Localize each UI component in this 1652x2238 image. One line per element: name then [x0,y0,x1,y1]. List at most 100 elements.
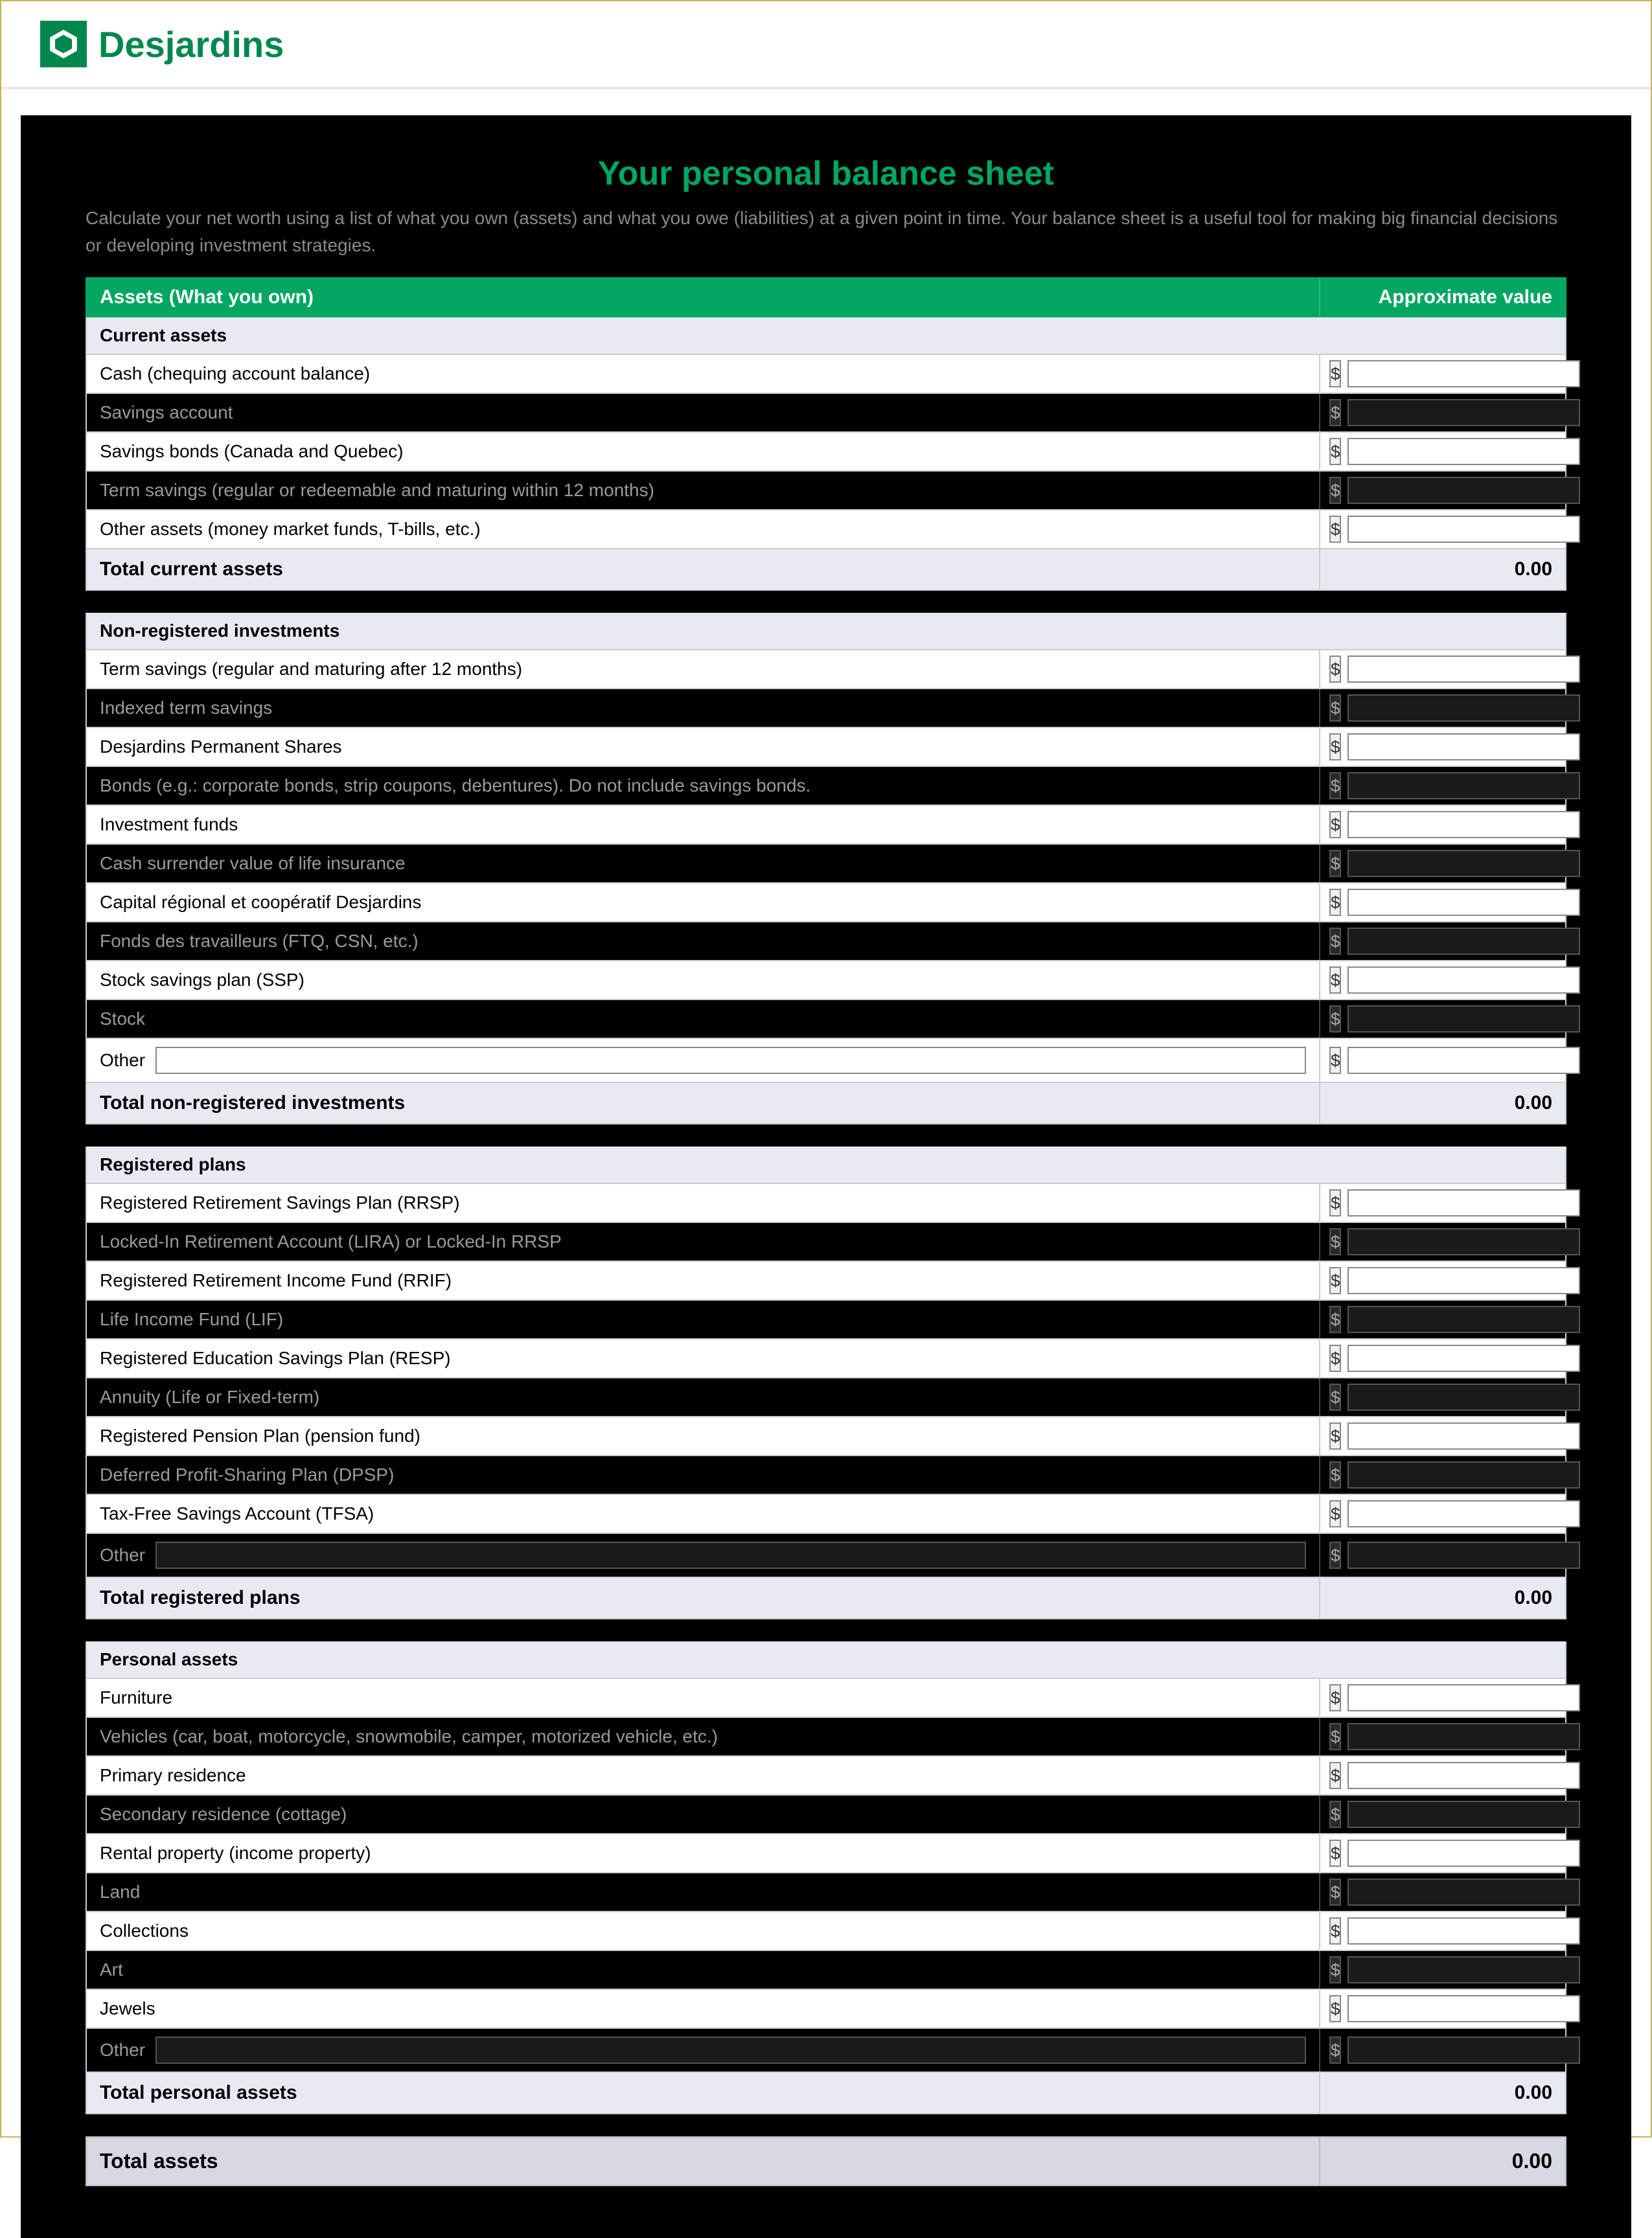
currency-symbol: $ [1329,1345,1341,1372]
asset-value-input[interactable] [1348,1723,1580,1750]
asset-row-label: Registered Pension Plan (pension fund) [87,1417,1319,1455]
asset-value-input[interactable] [1348,1384,1580,1411]
section-total-label: Total non-registered investments [87,1083,1319,1123]
section-total-row: Total registered plans0.00 [86,1578,1566,1619]
asset-row-label: Investment funds [87,806,1319,843]
brand-name: Desjardins [98,23,284,65]
asset-value-cell: $ [1319,510,1565,548]
asset-value-input[interactable] [1348,1345,1580,1372]
asset-row-label: Life Income Fund (LIF) [87,1301,1319,1338]
asset-row-label: Rental property (income property) [87,1834,1319,1872]
asset-value-cell: $ [1319,689,1565,727]
asset-value-cell: $ [1319,767,1565,805]
asset-row: Locked-In Retirement Account (LIRA) or L… [86,1223,1566,1262]
asset-row-label: Cash (chequing account balance) [87,355,1319,393]
asset-row: Tax-Free Savings Account (TFSA)$ [86,1495,1566,1534]
asset-value-cell: $ [1319,355,1565,393]
asset-value-input[interactable] [1348,1228,1580,1255]
intro-text: Calculate your net worth using a list of… [86,205,1566,259]
asset-row-label: Registered Retirement Savings Plan (RRSP… [87,1184,1319,1222]
asset-value-input[interactable] [1348,1500,1580,1527]
currency-symbol: $ [1329,1267,1341,1294]
asset-row-label: Collections [87,1912,1319,1950]
asset-value-input[interactable] [1348,399,1580,426]
asset-value-input[interactable] [1348,1189,1580,1216]
asset-row-label: Other assets (money market funds, T-bill… [87,510,1319,548]
other-description-input[interactable] [155,1047,1306,1074]
asset-row-label: Term savings (regular and maturing after… [87,650,1319,688]
asset-value-input[interactable] [1348,656,1580,683]
asset-value-input[interactable] [1348,850,1580,877]
asset-value-input[interactable] [1348,1684,1580,1711]
asset-value-input[interactable] [1348,438,1580,465]
asset-row-label: Savings bonds (Canada and Quebec) [87,433,1319,470]
asset-row-label: Locked-In Retirement Account (LIRA) or L… [87,1223,1319,1261]
asset-value-input[interactable] [1348,1047,1580,1074]
asset-row-label: Savings account [87,394,1319,431]
asset-value-input[interactable] [1348,811,1580,838]
section-heading: Current assets [86,317,1566,355]
asset-row: Furniture$ [86,1679,1566,1718]
other-description-input[interactable] [155,2037,1306,2064]
asset-row: Other$ [86,1534,1566,1578]
currency-symbol: $ [1329,1801,1341,1828]
asset-value-input[interactable] [1348,1461,1580,1489]
asset-row: Land$ [86,1873,1566,1912]
asset-value-input[interactable] [1348,694,1580,722]
asset-row-label: Registered Education Savings Plan (RESP) [87,1340,1319,1377]
asset-value-input[interactable] [1348,1801,1580,1828]
asset-value-cell: $ [1319,650,1565,688]
asset-row-label: Art [87,1951,1319,1989]
asset-row: Life Income Fund (LIF)$ [86,1301,1566,1340]
currency-symbol: $ [1329,1917,1341,1945]
currency-symbol: $ [1329,1995,1341,2022]
asset-row-label: Indexed term savings [87,689,1319,727]
asset-value-input[interactable] [1348,1762,1580,1789]
other-description-input[interactable] [155,1542,1306,1569]
asset-value-input[interactable] [1348,1306,1580,1333]
asset-value-input[interactable] [1348,516,1580,543]
asset-row-label: Secondary residence (cottage) [87,1796,1319,1833]
asset-value-cell: $ [1319,1000,1565,1038]
asset-value-input[interactable] [1348,889,1580,916]
asset-value-input[interactable] [1348,772,1580,799]
currency-symbol: $ [1329,399,1341,426]
asset-value-input[interactable] [1348,477,1580,504]
asset-row: Registered Retirement Savings Plan (RRSP… [86,1184,1566,1223]
currency-symbol: $ [1329,966,1341,994]
asset-value-input[interactable] [1348,928,1580,955]
currency-symbol: $ [1329,1762,1341,1789]
asset-value-input[interactable] [1348,1267,1580,1294]
asset-value-input[interactable] [1348,1422,1580,1450]
asset-value-input[interactable] [1348,1542,1580,1569]
asset-value-cell: $ [1319,1456,1565,1494]
asset-value-input[interactable] [1348,1005,1580,1033]
asset-value-input[interactable] [1348,1878,1580,1906]
asset-row: Bonds (e.g.: corporate bonds, strip coup… [86,767,1566,806]
currency-symbol: $ [1329,1047,1341,1074]
asset-value-input[interactable] [1348,1840,1580,1867]
asset-value-cell: $ [1319,922,1565,960]
currency-symbol: $ [1329,1542,1341,1569]
asset-row-label: Bonds (e.g.: corporate bonds, strip coup… [87,767,1319,805]
asset-value-input[interactable] [1348,1956,1580,1983]
asset-row-label: Other [87,2029,1319,2072]
asset-value-input[interactable] [1348,2037,1580,2064]
asset-value-input[interactable] [1348,1995,1580,2022]
section-total-row: Total non-registered investments0.00 [86,1083,1566,1125]
asset-row-label: Jewels [87,1990,1319,2027]
asset-value-input[interactable] [1348,360,1580,387]
asset-row-label: Stock savings plan (SSP) [87,961,1319,999]
asset-row: Other$ [86,2029,1566,2073]
asset-value-cell: $ [1319,1534,1565,1577]
currency-symbol: $ [1329,360,1341,387]
asset-value-input[interactable] [1348,966,1580,994]
asset-value-input[interactable] [1348,1917,1580,1945]
asset-row: Fonds des travailleurs (FTQ, CSN, etc.)$ [86,922,1566,961]
section-total-row: Total personal assets0.00 [86,2073,1566,2114]
currency-symbol: $ [1329,1500,1341,1527]
currency-symbol: $ [1329,694,1341,722]
currency-symbol: $ [1329,1189,1341,1216]
asset-row: Indexed term savings $ [86,689,1566,728]
asset-value-input[interactable] [1348,733,1580,760]
